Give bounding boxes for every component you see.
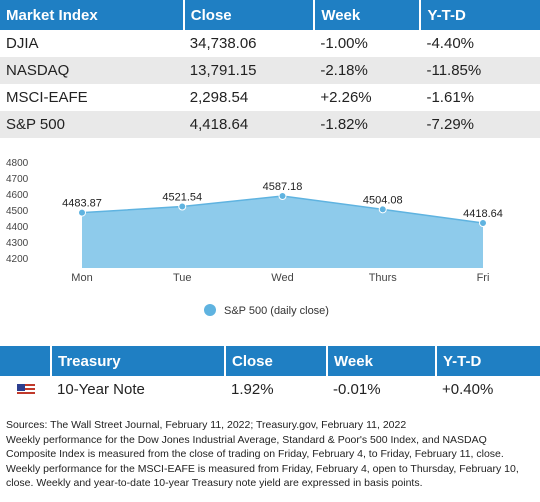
index-ytd: -4.40% [426,35,474,52]
index-close: 4,418.64 [183,111,315,138]
header-close: Close [225,346,328,376]
table-row: DJIA 34,738.06 -1.00% -4.40% [0,30,540,57]
market-table-header: Market Index Close Week Y-T-D [0,0,540,30]
y-tick-label: 4300 [6,238,29,249]
y-tick-label: 4700 [6,174,29,185]
index-close: 34,738.06 [189,35,257,52]
market-index-table: Market Index Close Week Y-T-D DJIA 34,73… [0,0,540,138]
header-ytd: Y-T-D [443,352,482,370]
sources-line: Sources: The Wall Street Journal, Februa… [6,419,407,431]
index-ytd: -11.85% [420,57,540,84]
table-row: 10-Year Note 1.92% -0.01% +0.40% [0,376,540,402]
legend-marker [204,304,216,316]
index-close: 13,791.15 [183,57,315,84]
table-row: NASDAQ 13,791.15 -2.18% -11.85% [0,57,540,84]
header-week: Week [314,0,422,30]
us-flag-icon [16,383,35,396]
index-week: -1.82% [314,111,421,138]
y-tick-label: 4600 [6,190,29,201]
data-label: 4483.87 [62,198,102,210]
index-ytd: -1.61% [426,89,474,106]
header-spacer [0,346,52,376]
data-label: 4504.08 [363,194,403,206]
header-close: Close [183,0,316,30]
flag-cell [0,376,51,402]
data-point [278,192,287,201]
treasury-close: 1.92% [231,380,274,398]
header-market-index: Market Index [0,0,185,30]
sources-notes: Sources: The Wall Street Journal, Februa… [6,418,536,491]
legend-label: S&P 500 (daily close) [224,305,329,317]
treasury-table-header: Treasury Close Week Y-T-D [0,346,540,376]
header-treasury: Treasury [51,346,226,376]
index-close: 2,298.54 [189,89,249,106]
treasury-ytd: +0.40% [442,380,494,398]
data-point [78,208,86,217]
x-tick-label: Thurs [369,272,398,284]
methodology-note: Weekly performance for the Dow Jones Ind… [6,433,519,490]
index-ytd: -7.29% [420,111,540,138]
x-tick-label: Wed [271,272,293,284]
data-point [378,205,387,214]
index-name: DJIA [6,35,39,52]
x-tick-label: Fri [477,272,490,284]
data-point [178,202,187,211]
data-point [479,219,487,228]
x-tick-label: Mon [71,272,92,284]
header-week: Week [327,346,437,376]
index-week: -1.00% [320,35,368,52]
data-label: 4521.54 [162,192,202,204]
x-tick-label: Tue [173,272,192,284]
data-label: 4587.18 [263,181,303,193]
treasury-week: -0.01% [333,380,381,398]
data-label: 4418.64 [463,208,503,220]
y-tick-label: 4200 [6,254,29,265]
table-row: S&P 500 4,418.64 -1.82% -7.29% [0,111,540,138]
treasury-table: Treasury Close Week Y-T-D 10-Year Note 1… [0,346,540,402]
index-week: -2.18% [314,57,421,84]
index-week: +2.26% [320,89,372,106]
index-name: NASDAQ [0,57,184,84]
index-name: MSCI-EAFE [6,89,88,106]
index-name: S&P 500 [0,111,184,138]
sp500-daily-chart: 4800 4700 4600 4500 4400 4300 4200 4483.87 4521.… [6,158,503,317]
y-tick-label: 4400 [6,222,29,233]
header-ytd: Y-T-D [427,6,466,24]
series-area [82,196,483,268]
y-tick-label: 4800 [6,158,29,169]
y-tick-label: 4500 [6,206,29,217]
table-row: MSCI-EAFE 2,298.54 +2.26% -1.61% [0,84,540,111]
treasury-name: 10-Year Note [57,380,145,398]
